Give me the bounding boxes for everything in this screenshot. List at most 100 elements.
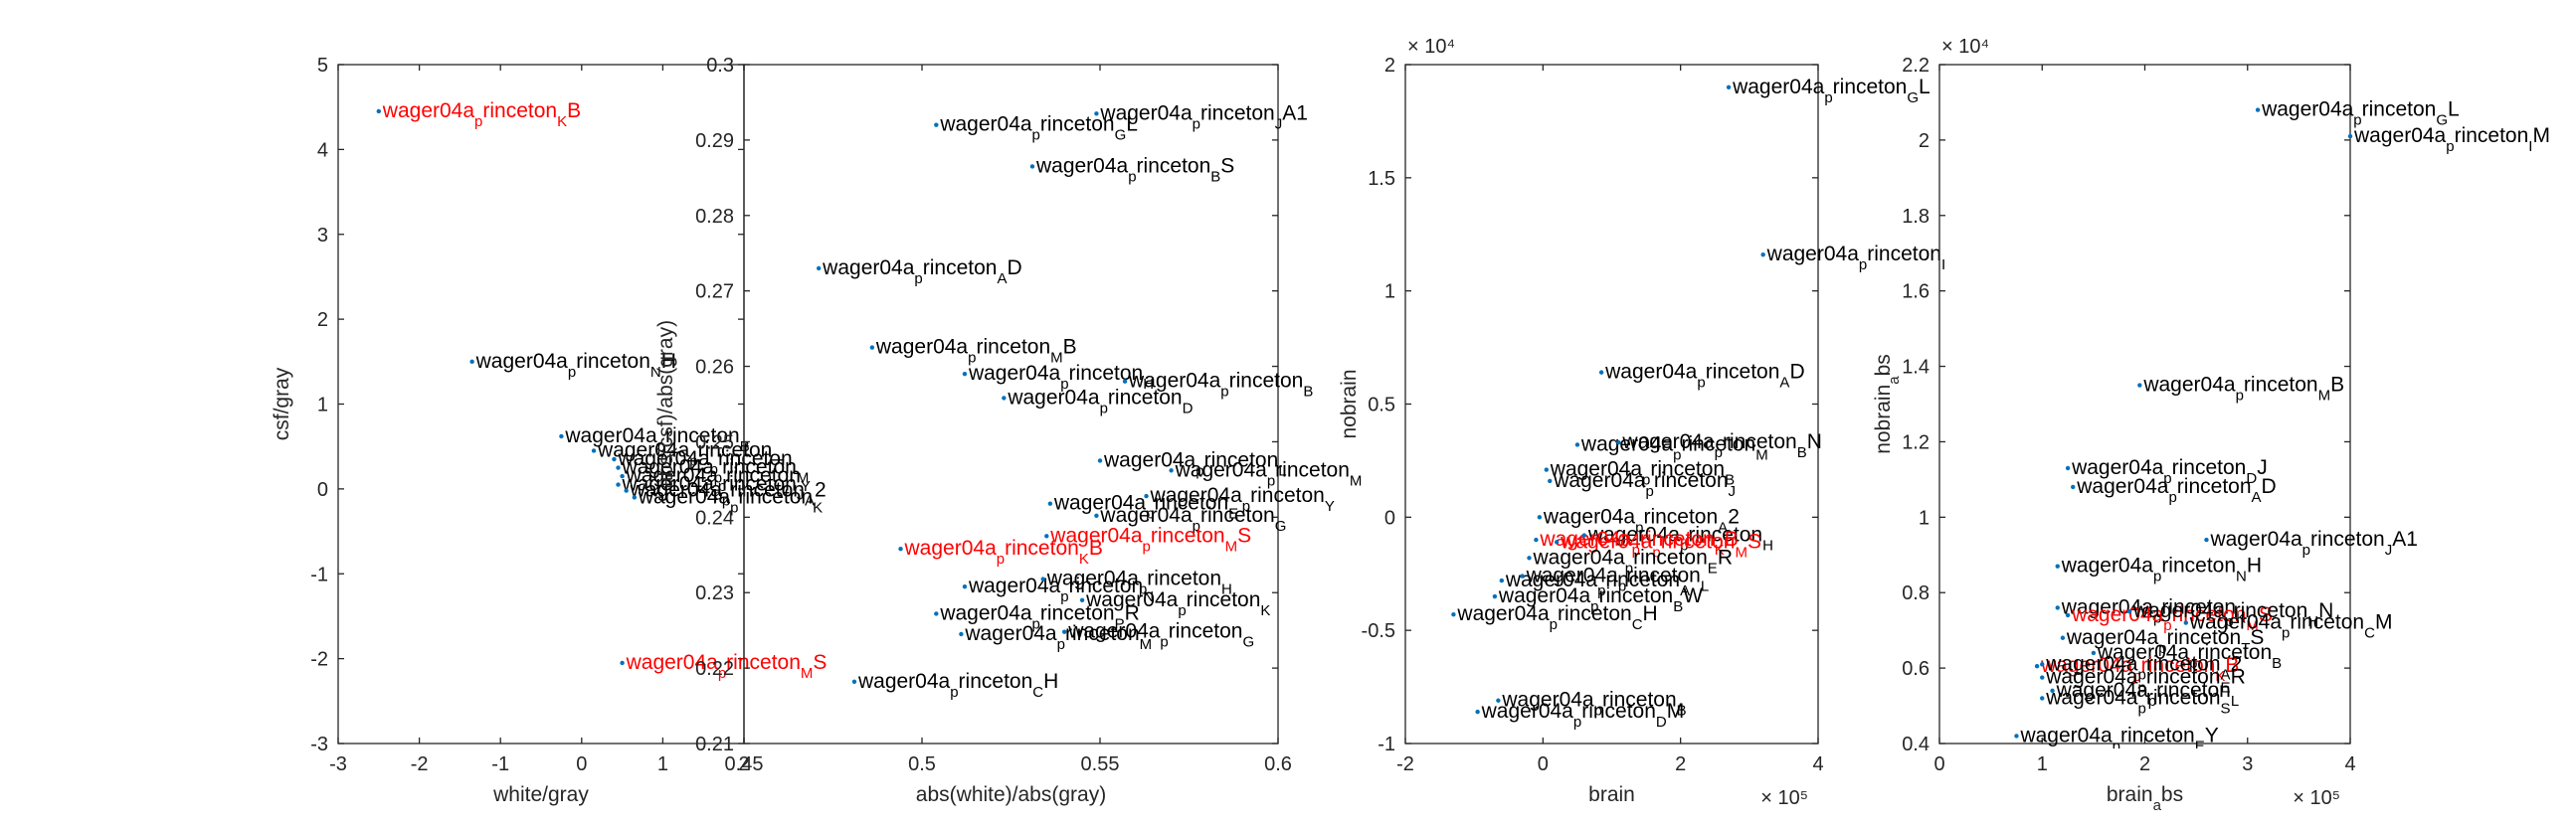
data-point-label: wager04aprincetonL bbox=[617, 447, 801, 478]
axes-box bbox=[337, 64, 745, 745]
data-point-label: wager04aprincetonM bbox=[964, 622, 1152, 653]
data-point-label: wager04aprincetonG bbox=[1067, 620, 1254, 651]
y-tick-label: 2.2 bbox=[1902, 55, 1930, 77]
data-point bbox=[2204, 537, 2209, 543]
data-point bbox=[1598, 370, 1604, 375]
data-point bbox=[1094, 513, 1099, 519]
y-exponent-label: × 10⁴ bbox=[1407, 36, 1455, 58]
data-point-label: wager04aprincetonKB bbox=[382, 99, 581, 130]
data-point bbox=[1554, 540, 1560, 545]
data-point bbox=[2347, 133, 2353, 139]
x-tick-label: 0.45 bbox=[725, 753, 764, 775]
data-point-label: wager04aprincetonB bbox=[2097, 641, 2282, 672]
y-tick-label: 0.26 bbox=[695, 357, 734, 379]
y-tick-label: 1.6 bbox=[1902, 281, 1930, 303]
data-point bbox=[2091, 650, 2097, 656]
data-point bbox=[1451, 612, 1456, 617]
x-tick-label: 4 bbox=[2344, 753, 2355, 775]
y-tick-label: -1 bbox=[1378, 734, 1395, 755]
data-point bbox=[1726, 84, 1732, 89]
y-axis-label: abs(csf)/abs(gray) bbox=[654, 320, 677, 488]
x-exponent-label: × 10⁵ bbox=[1760, 787, 1808, 809]
data-point-label: wager04aprincetonI bbox=[1766, 243, 1945, 273]
data-point-label: wager04aprincetonMB bbox=[2142, 374, 2344, 405]
scatter-panel-brain: -2 0 2 4 -1 -0.5 0 0.5 1 1.5 2 brain nobrain × 10⁵ × 1… bbox=[1338, 36, 1945, 809]
x-tick-label: 0 bbox=[576, 753, 587, 775]
data-point bbox=[934, 122, 939, 127]
x-tick-label: 0.6 bbox=[1264, 753, 1292, 775]
data-point bbox=[632, 495, 638, 500]
y-exponent-label: × 10⁴ bbox=[1941, 36, 1989, 58]
y-tick-label: 1.2 bbox=[1902, 431, 1930, 453]
data-point bbox=[962, 583, 968, 589]
data-point bbox=[1094, 111, 1099, 116]
data-point bbox=[934, 611, 939, 616]
data-point bbox=[962, 371, 968, 377]
data-point-label: wager04aprincetonGL bbox=[1732, 76, 1931, 106]
x-tick-label: 4 bbox=[1812, 753, 1823, 775]
x-tick-label: 2 bbox=[2139, 753, 2150, 775]
data-point bbox=[1534, 537, 1539, 543]
data-point-label: wager04aprincetonMB bbox=[875, 336, 1077, 367]
data-point bbox=[469, 359, 474, 365]
data-point-label: wager04aprincetonN bbox=[968, 575, 1154, 605]
y-tick-label: 0.24 bbox=[695, 507, 734, 529]
data-point-label: wager04aprincetonHN bbox=[2132, 599, 2333, 630]
data-point-label: wager04aprincetonB bbox=[564, 424, 749, 455]
y-tick-label: -3 bbox=[310, 734, 328, 755]
data-point-label: wager04aprincetonH bbox=[968, 362, 1154, 393]
y-tick-label: 5 bbox=[317, 55, 328, 77]
data-point bbox=[2065, 612, 2071, 618]
data-point-label: wager04aprincetonNH bbox=[475, 350, 676, 381]
data-point-label: wager04aprincetonK bbox=[1085, 588, 1270, 619]
data-point-label: wager04aprincetonH bbox=[1587, 524, 1773, 555]
data-point bbox=[1122, 379, 1128, 384]
data-point-label: wager04aprincetonAD bbox=[1604, 361, 1804, 392]
data-point bbox=[2034, 664, 2040, 669]
data-point bbox=[959, 631, 964, 637]
data-point bbox=[1044, 534, 1049, 539]
data-point bbox=[1544, 467, 1549, 472]
data-point bbox=[1079, 597, 1085, 603]
data-point-label: wager04aprincetonBN bbox=[1621, 430, 1821, 461]
axes-box bbox=[743, 64, 1279, 745]
x-tick-label: -3 bbox=[329, 753, 347, 775]
data-point bbox=[2040, 675, 2045, 680]
data-point-label: wager04aprincetonB bbox=[1550, 458, 1735, 489]
data-point-label: wager04aprincetonKB bbox=[2040, 654, 2239, 685]
x-tick-label: -2 bbox=[1396, 753, 1414, 775]
data-point-label: wager04aprincetonPR bbox=[939, 601, 1139, 632]
x-tick-label: 0 bbox=[1933, 753, 1944, 775]
scatter-panel-brain-abs: 0 1 2 3 4 0.4 0.6 0.8 1 1.2 1.4 1.6 1.8 2 2.2 brainabs n… bbox=[1872, 36, 2549, 814]
y-tick-label: 0.27 bbox=[695, 281, 734, 303]
data-point bbox=[2065, 465, 2071, 471]
data-point bbox=[624, 488, 629, 493]
data-point-label: wager04aprincetonMS bbox=[1049, 524, 1251, 555]
data-point bbox=[851, 679, 857, 684]
x-tick-label: 3 bbox=[2242, 753, 2253, 775]
y-tick-label: -0.5 bbox=[1362, 620, 1395, 642]
data-point-label: wager04aprincetonA2 bbox=[2045, 652, 2242, 683]
data-point-label: wager04aprincetonJA1 bbox=[2209, 528, 2417, 559]
x-tick-label: 0.5 bbox=[908, 753, 936, 775]
y-tick-label: 0.22 bbox=[695, 658, 734, 680]
data-point-label: wager04aprincetonA2 bbox=[1543, 505, 1740, 536]
y-tick-label: -1 bbox=[310, 564, 328, 585]
data-point-label: wager04aprincetonB bbox=[1501, 689, 1686, 720]
x-tick-label: -2 bbox=[411, 753, 429, 775]
data-point bbox=[1062, 629, 1067, 634]
data-point bbox=[1492, 593, 1498, 599]
data-point bbox=[1581, 533, 1587, 538]
y-tick-label: 0 bbox=[1384, 507, 1395, 529]
data-point-label: wager04aprincetonY bbox=[1150, 484, 1335, 515]
data-point-label: wager04aprincetonCH bbox=[1456, 602, 1657, 633]
data-point-label: wager04aprincetonD bbox=[1007, 386, 1193, 416]
data-point-label: wager04aprincetonM bbox=[1580, 432, 1768, 463]
y-tick-label: 0.28 bbox=[695, 206, 734, 228]
data-point-label: wager04aprincetonK bbox=[638, 485, 823, 515]
point-labels: wager04aprincetonGL wager04aprincetonI wag… bbox=[1456, 76, 1945, 731]
data-point-label: wager04aprincetonA2 bbox=[630, 479, 827, 510]
y-tick-label: 0.5 bbox=[1368, 395, 1395, 416]
